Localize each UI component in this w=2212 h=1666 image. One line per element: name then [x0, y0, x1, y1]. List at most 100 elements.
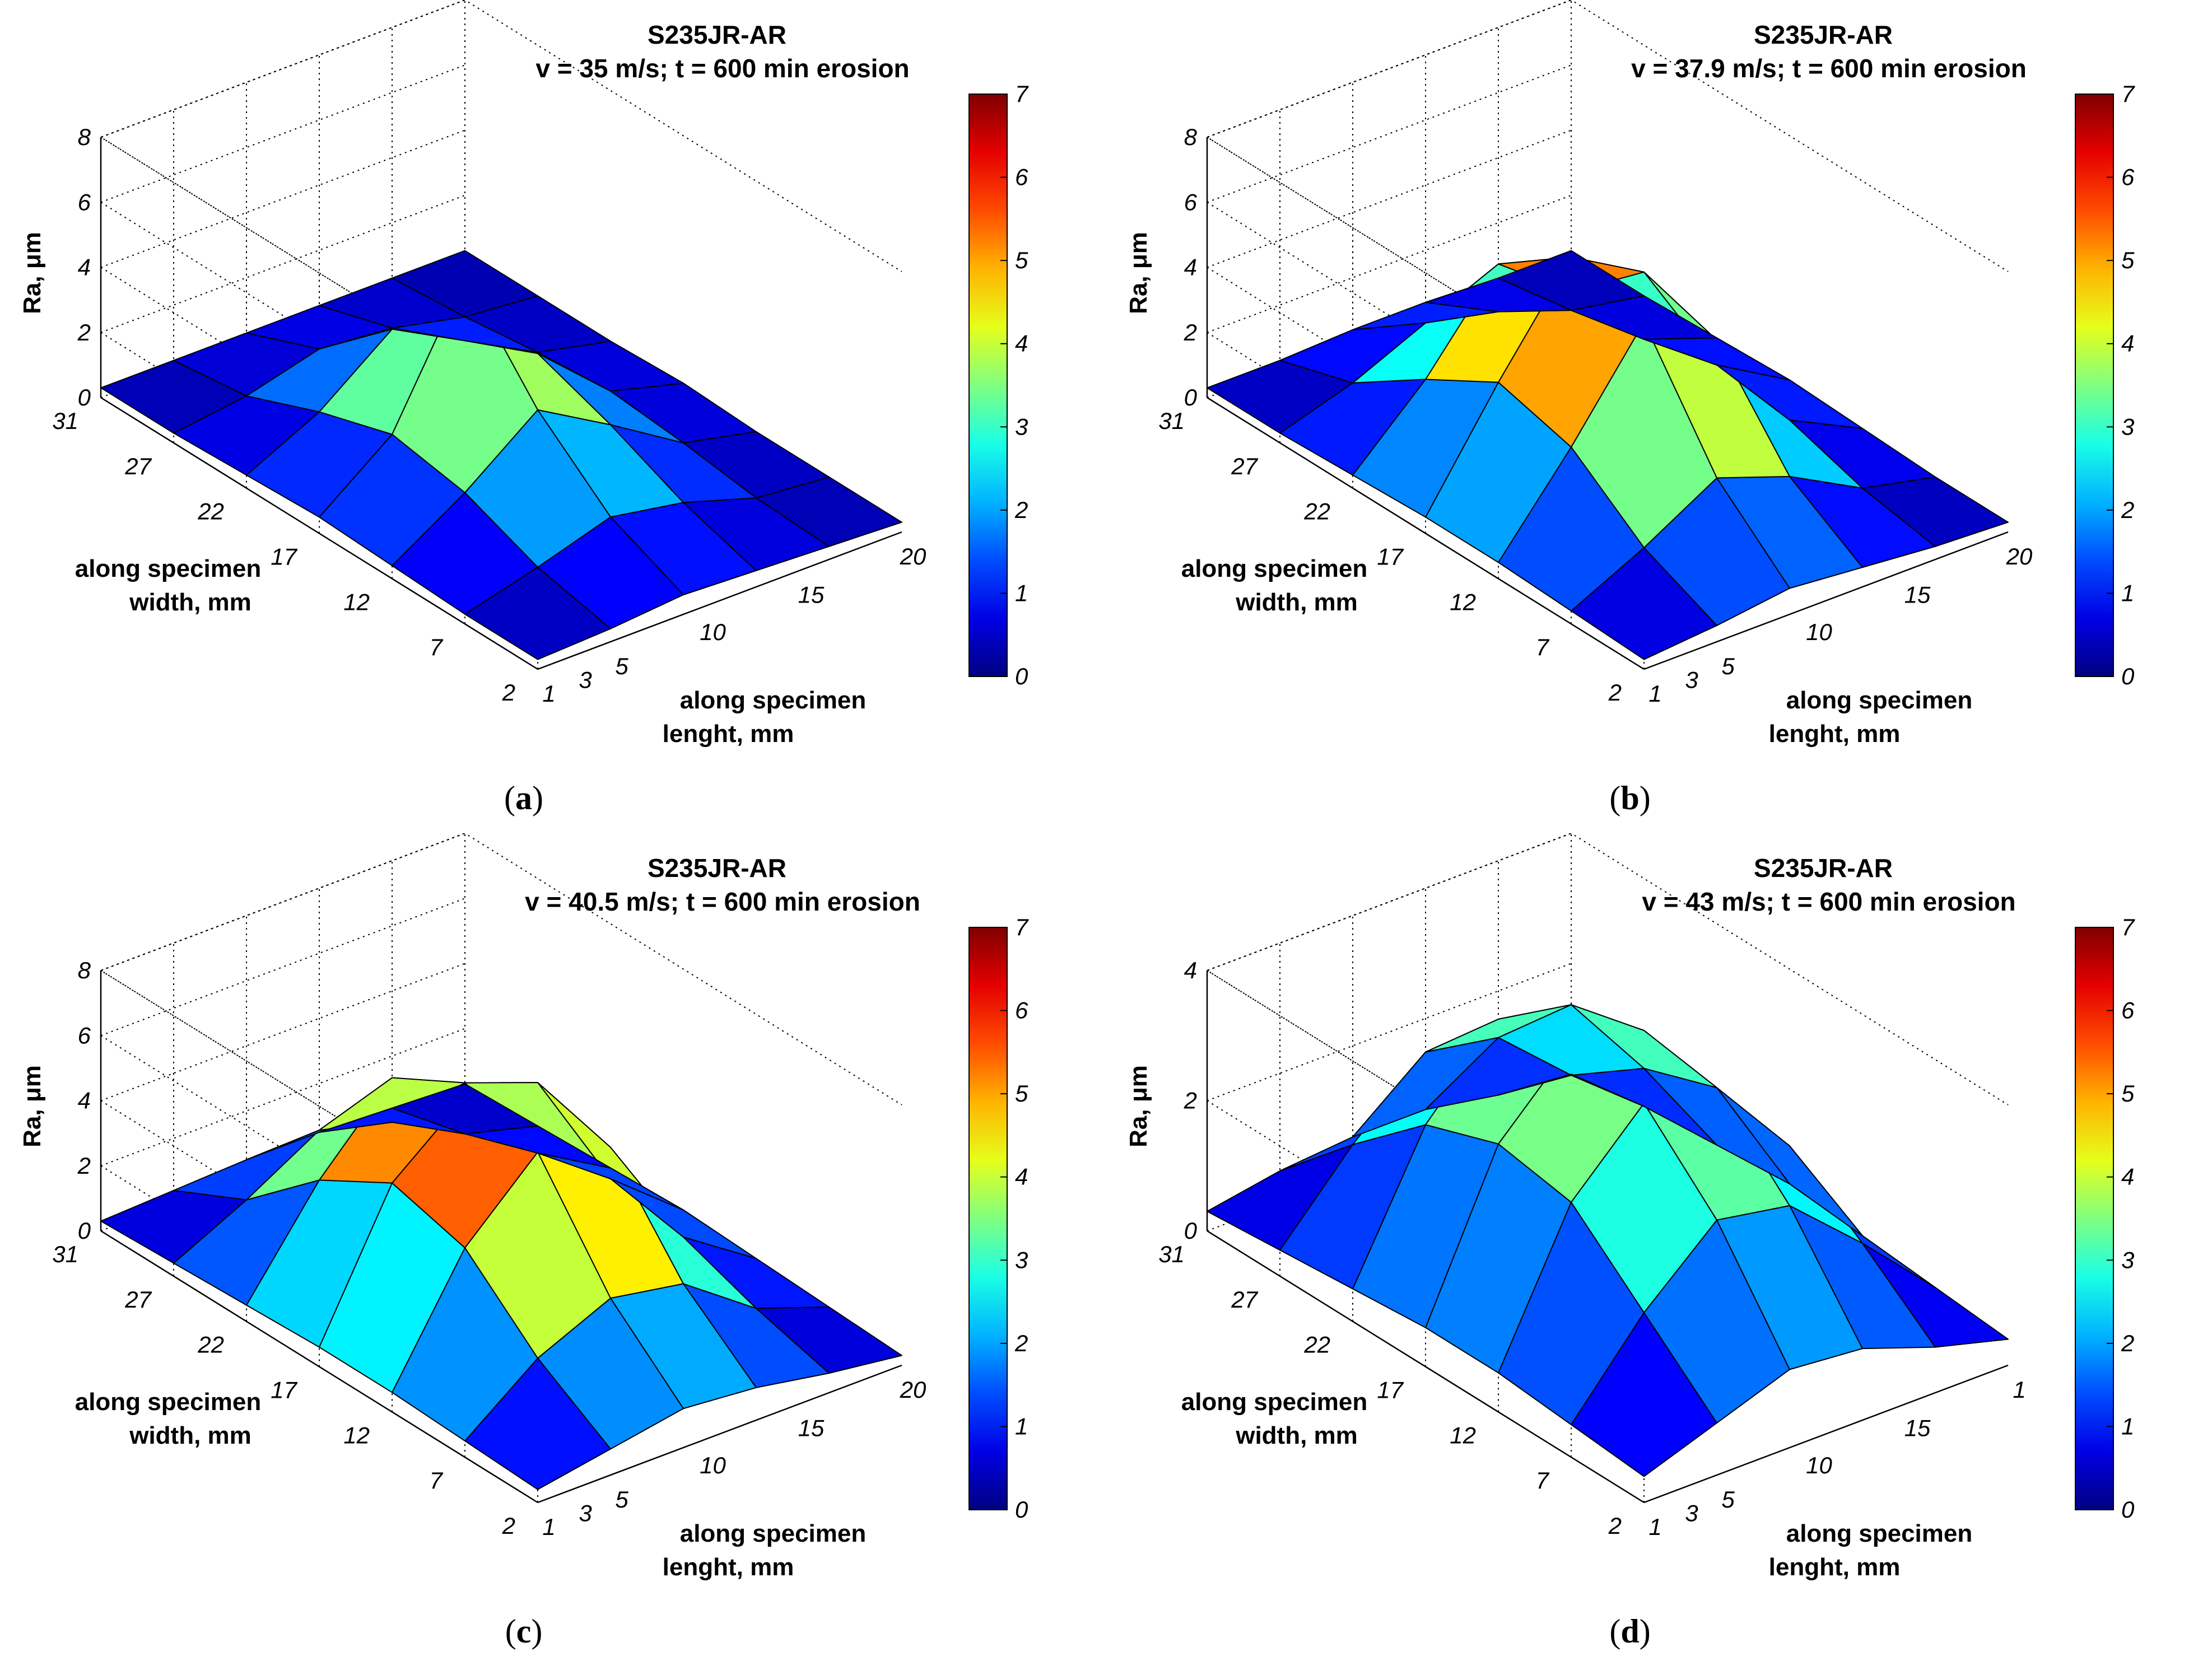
- z-tick-label: 2: [1184, 319, 1197, 346]
- z-tick-label: 0: [1184, 1217, 1198, 1244]
- z-tick-label: 0: [1184, 384, 1198, 410]
- axes-base-b: [1206, 137, 2009, 670]
- y-axis-label-line2: width, mm: [1235, 589, 1358, 616]
- colorbar-tick-label: 7: [2121, 914, 2135, 940]
- colorbar-tick-label: 0: [1015, 663, 1028, 689]
- axes-base-c: [100, 970, 902, 1504]
- x-tick-label: 5: [1721, 1486, 1735, 1513]
- x-tick-label: 20: [900, 543, 926, 570]
- x-tick-label: 3: [1685, 667, 1698, 693]
- z-tick-label: 2: [1184, 1088, 1197, 1114]
- y-tick-label: 27: [124, 1286, 152, 1313]
- x-tick-label: 20: [900, 1376, 926, 1403]
- colorbar-tick-label: 6: [2121, 164, 2135, 190]
- z-tick-label: 6: [78, 1022, 91, 1048]
- y-tick-label: 27: [1231, 453, 1258, 479]
- y-tick-label: 17: [271, 1377, 297, 1403]
- panel-b: 1 3 5 10 15 20 2 7 12 17 22 27 31 0 2 4 6 8 Ra, μm along sp…: [1106, 0, 2212, 833]
- x-tick-label: 10: [700, 1452, 726, 1478]
- axes-base-d: [1206, 970, 2009, 1504]
- y-tick-label: 17: [271, 544, 297, 570]
- colorbar-tick-label: 5: [1015, 247, 1028, 273]
- x-tick-label: 15: [798, 582, 825, 608]
- colorbar-tick-label: 3: [2121, 413, 2134, 440]
- panel-d: 1 3 5 10 15 1 2 7 12 17 22 27 31 0 2 4 Ra, μm along speci…: [1106, 833, 2212, 1666]
- x-axis-label-line2: lenght, mm: [1769, 1553, 1901, 1581]
- surface-c: [100, 1077, 902, 1490]
- back-wall-gridline: [1207, 129, 1572, 268]
- colorbar: [968, 927, 1008, 1510]
- x-tick-label: 5: [1721, 653, 1735, 679]
- z-tick-label: 8: [78, 957, 91, 983]
- colorbar-tick-label: 4: [1015, 1164, 1028, 1190]
- z-tick-label: 4: [78, 254, 91, 281]
- x-tick-label: 10: [1806, 1452, 1832, 1478]
- x-tick-label: 15: [1904, 582, 1931, 608]
- chart-subtitle: v = 37.9 m/s; t = 600 min erosion: [1631, 54, 2027, 83]
- colorbar-tick-label: 7: [1015, 81, 1029, 107]
- x-axis-line: [1643, 1364, 2009, 1504]
- chart-title: S235JR-AR: [648, 20, 786, 49]
- y-tick-label: 2: [1608, 1513, 1622, 1539]
- surface-face: [392, 1083, 538, 1135]
- x-axis-label-line2: lenght, mm: [663, 720, 794, 748]
- surface-face: [1498, 1074, 1645, 1107]
- back-wall-gridline: [100, 129, 465, 268]
- colorbar-tick-label: 3: [2121, 1247, 2134, 1273]
- back-wall-gridline: [100, 898, 465, 1037]
- colorbar-tick-label: 1: [2121, 580, 2134, 606]
- chart-title: S235JR-AR: [1754, 20, 1893, 49]
- colorbar-tick-label: 4: [2121, 330, 2134, 357]
- panel-c: 1 3 5 10 15 20 2 7 12 17 22 27 31 0 2 4 6 8 Ra, μm along sp…: [0, 833, 1106, 1666]
- x-tick-label: 15: [1904, 1415, 1931, 1441]
- panel-a: 1 3 5 10 15 20 2 7 12 17 22 27 31 0 2 4 6 8 Ra, μm along sp…: [0, 0, 1106, 833]
- y-tick-label: 22: [197, 1332, 224, 1358]
- x-tick-label: 20: [2006, 543, 2033, 570]
- y-tick-label: 7: [430, 634, 444, 660]
- box-top-rim: [99, 0, 902, 409]
- y-axis-label-line1: along specimen: [1181, 555, 1368, 582]
- y-axis-label-line1: along specimen: [75, 555, 262, 582]
- chart-subtitle: v = 35 m/s; t = 600 min erosion: [535, 54, 909, 83]
- colorbar-tick-label: 0: [1015, 1496, 1028, 1523]
- colorbar-tick-label: 6: [1015, 164, 1028, 190]
- panel-caption: (b): [1609, 780, 1650, 816]
- y-tick-label: 17: [1377, 544, 1404, 570]
- x-tick-label: 5: [615, 1486, 628, 1513]
- x-axis-line: [1643, 531, 2009, 670]
- z-tick-label: 6: [1184, 189, 1198, 215]
- x-tick-label: 1: [542, 680, 555, 707]
- colorbar-tick-label: 4: [2121, 1164, 2134, 1190]
- z-tick-label: 0: [78, 1217, 91, 1244]
- z-axis-label: Ra, μm: [18, 232, 46, 314]
- colorbar-tick-label: 4: [1015, 330, 1028, 357]
- colorbar-tick-label: 2: [1014, 497, 1028, 523]
- caption-letter: c: [516, 1613, 532, 1650]
- y-tick-label: 12: [343, 589, 370, 615]
- chart-subtitle: v = 43 m/s; t = 600 min erosion: [1642, 887, 2015, 916]
- colorbar-tick-label: 1: [1015, 1413, 1028, 1439]
- z-tick-label: 8: [78, 124, 91, 150]
- y-axis-line: [1207, 1230, 1645, 1504]
- x-tick-label: 10: [700, 619, 726, 645]
- x-tick-label: 1: [2013, 1376, 2025, 1403]
- panel-caption: (c): [505, 1613, 543, 1650]
- y-tick-label: 12: [1450, 1422, 1476, 1448]
- y-axis-label-line2: width, mm: [1235, 1422, 1358, 1449]
- z-tick-label: 6: [78, 189, 91, 215]
- chart-title: S235JR-AR: [648, 853, 786, 883]
- z-axis-label: Ra, μm: [1125, 232, 1152, 314]
- x-tick-label: 15: [798, 1415, 825, 1441]
- colorbar-tick-label: 0: [2121, 1496, 2135, 1523]
- surface-face: [1498, 250, 1645, 311]
- x-axis-label-line1: along specimen: [680, 1520, 867, 1547]
- x-axis-label-line1: along specimen: [1786, 1520, 1973, 1547]
- y-tick-label: 22: [197, 498, 224, 525]
- x-tick-label: 10: [1806, 619, 1832, 645]
- y-tick-label: 2: [502, 1513, 515, 1539]
- box-top-rim: [99, 833, 902, 1243]
